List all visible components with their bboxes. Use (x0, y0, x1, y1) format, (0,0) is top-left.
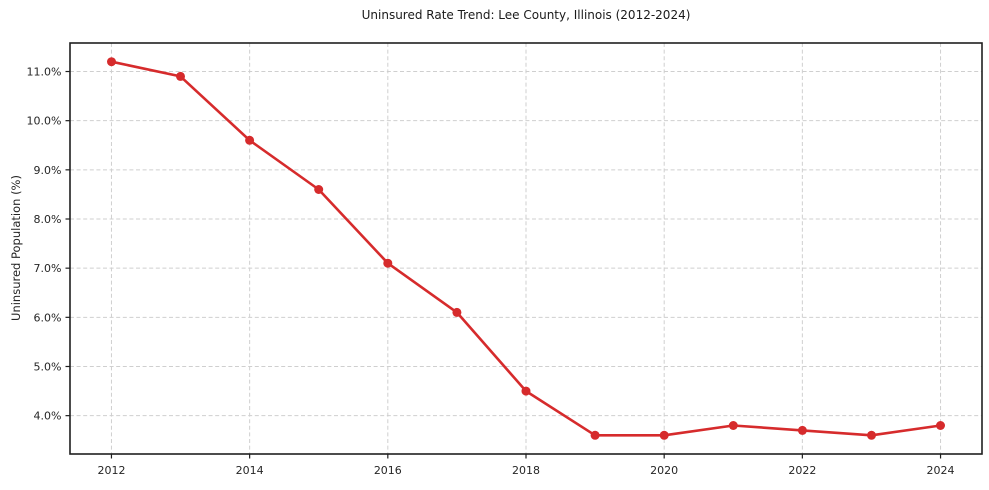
x-tick-label: 2018 (512, 464, 540, 477)
chart-title: Uninsured Rate Trend: Lee County, Illino… (361, 8, 691, 22)
y-tick-label: 9.0% (34, 164, 62, 177)
data-point (659, 430, 669, 440)
data-point (245, 135, 255, 145)
y-tick-label: 5.0% (34, 360, 62, 373)
x-tick-label: 2022 (788, 464, 816, 477)
data-point (452, 307, 462, 317)
data-point (176, 71, 185, 81)
data-point (314, 185, 324, 194)
data-point (797, 425, 807, 435)
x-tick-label: 2024 (927, 464, 955, 477)
y-axis-label: Uninsured Population (%) (9, 175, 23, 321)
data-point (107, 57, 116, 67)
data-point (936, 421, 945, 430)
y-tick-label: 8.0% (34, 213, 62, 226)
data-point (867, 430, 876, 440)
y-tick-label: 4.0% (34, 410, 62, 423)
y-tick-label: 11.0% (27, 66, 62, 79)
data-point (383, 258, 393, 268)
data-point (728, 421, 738, 430)
y-tick-label: 10.0% (27, 115, 62, 128)
plot-border (69, 42, 983, 455)
x-tick-label: 2020 (650, 464, 678, 477)
x-tick-label: 2016 (374, 464, 402, 477)
y-tick-label: 7.0% (34, 262, 62, 275)
data-point (521, 386, 531, 396)
x-tick-label: 2012 (97, 464, 125, 477)
data-point (590, 430, 600, 440)
x-tick-label: 2014 (236, 464, 264, 477)
y-tick-label: 6.0% (34, 311, 62, 324)
